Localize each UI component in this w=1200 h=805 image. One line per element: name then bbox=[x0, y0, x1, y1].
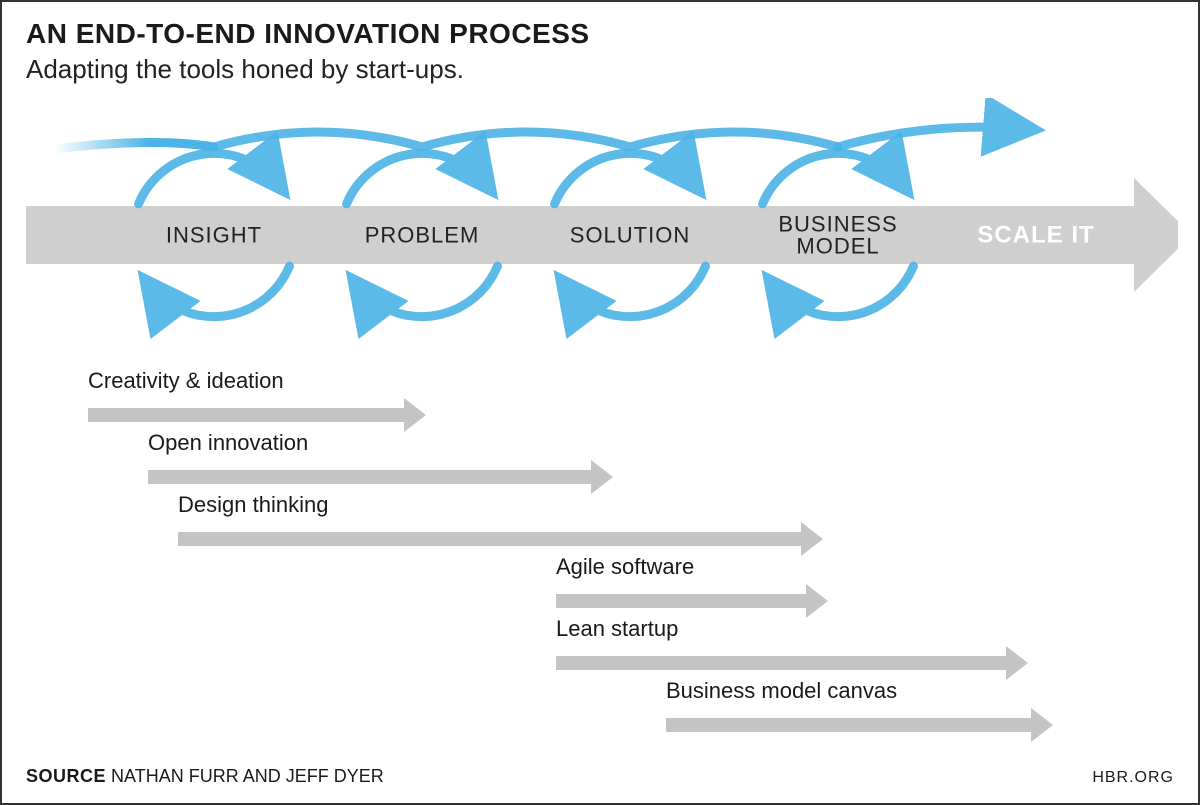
page-subtitle: Adapting the tools honed by start-ups. bbox=[26, 54, 1174, 85]
stage-label-2: SOLUTION bbox=[570, 223, 690, 248]
tool-row-2: Design thinking bbox=[178, 492, 831, 548]
tool-row-3: Agile software bbox=[556, 554, 836, 610]
source-names: NATHAN FURR AND JEFF DYER bbox=[111, 766, 384, 786]
stage-label-0: INSIGHT bbox=[166, 223, 262, 248]
stage-label-3: MODEL bbox=[796, 234, 879, 259]
tool-label-1: Open innovation bbox=[148, 430, 308, 456]
loop-top-1 bbox=[347, 153, 488, 203]
tool-label-2: Design thinking bbox=[178, 492, 328, 518]
tool-arrow-4 bbox=[556, 644, 1036, 682]
tool-row-5: Business model canvas bbox=[666, 678, 1061, 734]
tool-arrow-3 bbox=[556, 582, 836, 620]
source-label: SOURCE bbox=[26, 766, 106, 786]
loop-bottom-0 bbox=[148, 266, 289, 316]
site-credit: HBR.ORG bbox=[1092, 769, 1174, 787]
tool-label-0: Creativity & ideation bbox=[88, 368, 284, 394]
tool-label-5: Business model canvas bbox=[666, 678, 897, 704]
tool-row-0: Creativity & ideation bbox=[88, 368, 434, 424]
footer: SOURCE NATHAN FURR AND JEFF DYER HBR.ORG bbox=[26, 766, 1174, 787]
tool-row-1: Open innovation bbox=[148, 430, 621, 486]
stage-label-1: PROBLEM bbox=[365, 223, 480, 248]
tool-arrow-2 bbox=[178, 520, 831, 558]
source: SOURCE NATHAN FURR AND JEFF DYER bbox=[26, 766, 384, 787]
tool-label-3: Agile software bbox=[556, 554, 694, 580]
tool-row-4: Lean startup bbox=[556, 616, 1036, 672]
tool-arrow-5 bbox=[666, 706, 1061, 744]
loop-bottom-2 bbox=[564, 266, 705, 316]
loop-top-0 bbox=[139, 153, 280, 203]
flow-exit-arrow bbox=[838, 127, 1028, 147]
flow-lead-in bbox=[54, 142, 214, 149]
loop-bottom-1 bbox=[356, 266, 497, 316]
tool-arrow-0 bbox=[88, 396, 434, 434]
process-diagram: SCALE ITINSIGHTPROBLEMSOLUTIONBUSINESSMO… bbox=[26, 98, 1174, 348]
tool-arrow-1 bbox=[148, 458, 621, 496]
loop-top-2 bbox=[555, 153, 696, 203]
stage-scale-it: SCALE IT bbox=[977, 222, 1094, 249]
flow-top-sweep bbox=[214, 132, 838, 147]
loop-bottom-3 bbox=[772, 266, 913, 316]
process-svg: SCALE ITINSIGHTPROBLEMSOLUTIONBUSINESSMO… bbox=[26, 98, 1178, 358]
tool-label-4: Lean startup bbox=[556, 616, 678, 642]
page-title: AN END-TO-END INNOVATION PROCESS bbox=[26, 18, 1174, 50]
loop-top-3 bbox=[763, 153, 904, 203]
